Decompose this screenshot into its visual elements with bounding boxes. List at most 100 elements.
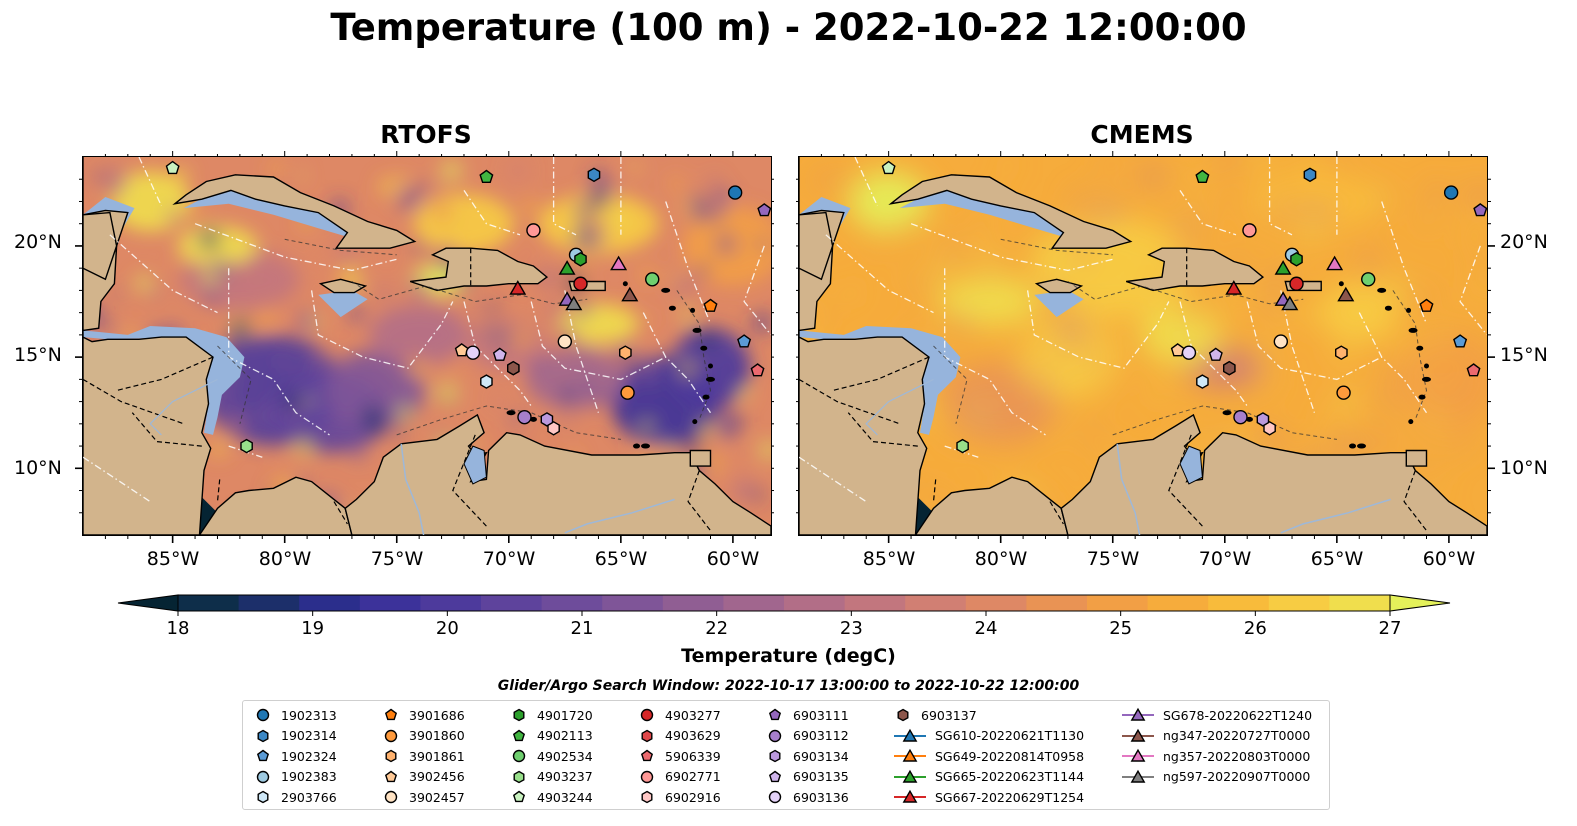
hexagon-marker-icon bbox=[641, 790, 653, 804]
marker-ng357-20220803t0000 bbox=[1326, 255, 1344, 271]
map-canvas-cmems bbox=[799, 157, 1487, 535]
legend-item: 6903137 bbox=[893, 705, 977, 725]
legend-item: 5906339 bbox=[637, 746, 721, 766]
legend-item: 4903277 bbox=[637, 705, 721, 725]
circle-marker-icon bbox=[384, 729, 398, 742]
lat-label-20n-right: 20°N bbox=[1500, 231, 1548, 253]
legend-item-label: 4902534 bbox=[537, 748, 593, 764]
legend-item: 6902916 bbox=[637, 787, 721, 807]
legend-item: 4903237 bbox=[509, 767, 593, 787]
lat-label-15n-left: 15°N bbox=[14, 344, 62, 366]
map-panel-rtofs[interactable] bbox=[82, 156, 772, 536]
legend-marker bbox=[1130, 748, 1146, 762]
marker-6903136 bbox=[1181, 345, 1197, 360]
marker-6903136 bbox=[465, 345, 481, 360]
marker-4902534 bbox=[645, 272, 660, 287]
marker-3901861 bbox=[1335, 345, 1348, 361]
legend-marker bbox=[641, 790, 653, 804]
legend-item-label: 2903766 bbox=[281, 789, 337, 805]
lon-label-75w-left: 75°W bbox=[370, 548, 424, 570]
lon-label-80w-left: 80°W bbox=[258, 548, 312, 570]
legend-marker bbox=[768, 790, 782, 804]
marker-6903112 bbox=[1233, 409, 1248, 425]
legend-marker bbox=[640, 770, 654, 783]
marker-1902324 bbox=[737, 334, 752, 348]
marker-4903237 bbox=[956, 438, 969, 454]
legend-marker bbox=[640, 708, 654, 722]
legend-item: 1902313 bbox=[253, 705, 337, 725]
legend-item: 4902113 bbox=[509, 726, 593, 746]
lon-label-65w-left: 65°W bbox=[594, 548, 648, 570]
legend-item-label: 1902314 bbox=[281, 728, 337, 743]
legend-item-label: 3902457 bbox=[409, 789, 465, 805]
marker-3901686 bbox=[703, 298, 718, 312]
lon-label-65w-right: 65°W bbox=[1310, 548, 1364, 570]
legend-marker bbox=[902, 748, 918, 762]
circle-marker-icon bbox=[640, 708, 654, 722]
legend-marker bbox=[768, 770, 782, 782]
circle-marker-icon bbox=[256, 708, 270, 722]
legend-item-label: 6902916 bbox=[665, 789, 721, 805]
legend-item: 6903136 bbox=[765, 787, 849, 807]
marker-1902314 bbox=[587, 167, 601, 183]
colorbar bbox=[117, 594, 1451, 616]
legend-marker bbox=[256, 749, 270, 762]
marker-1902313 bbox=[1443, 185, 1459, 200]
marker-4902113 bbox=[479, 169, 494, 183]
legend-marker bbox=[385, 749, 397, 763]
legend-item-label: 1902313 bbox=[281, 707, 337, 723]
legend-item-label: 3901861 bbox=[409, 748, 465, 764]
legend-item-label: 4903244 bbox=[537, 789, 593, 805]
map-panel-cmems[interactable] bbox=[798, 156, 1488, 536]
pentagon-marker-icon bbox=[512, 729, 526, 741]
triangle-marker-icon bbox=[894, 728, 926, 742]
colorbar-tick-label: 19 bbox=[301, 618, 325, 639]
circle-marker-icon bbox=[384, 790, 398, 804]
legend-marker bbox=[902, 728, 918, 742]
marker-2903766 bbox=[1196, 374, 1209, 389]
legend-item: 3901861 bbox=[381, 746, 465, 766]
legend-marker bbox=[902, 789, 918, 803]
legend-item-label: SG667-20220629T1254 bbox=[935, 789, 1085, 805]
legend-item-label: 6903134 bbox=[793, 748, 849, 764]
marker-3901861 bbox=[619, 345, 632, 361]
legend-marker bbox=[384, 729, 398, 742]
legend-item-label: SG665-20220623T1144 bbox=[935, 769, 1085, 784]
legend-item-label: ng347-20220727T0000 bbox=[1163, 728, 1311, 743]
triangle-marker-icon bbox=[894, 789, 926, 803]
marker-ng597-20220907t0000 bbox=[1281, 295, 1299, 311]
triangle-marker-icon bbox=[894, 748, 926, 762]
legend-marker bbox=[1130, 728, 1146, 742]
marker-6902771 bbox=[1242, 223, 1257, 238]
legend-marker bbox=[902, 769, 918, 783]
marker-3901860 bbox=[620, 385, 635, 400]
legend-marker bbox=[1130, 707, 1146, 721]
legend-item: 4901720 bbox=[509, 705, 593, 725]
legend-item-label: 1902383 bbox=[281, 769, 337, 784]
legend-item-label: 4902113 bbox=[537, 728, 593, 743]
hexagon-marker-icon bbox=[769, 749, 781, 763]
legend-marker bbox=[897, 708, 909, 722]
legend-marker bbox=[256, 770, 270, 783]
marker-5906339 bbox=[750, 363, 765, 377]
marker-6903135 bbox=[1208, 347, 1223, 361]
legend: 1902313 1902314 1902324 1902383 2903766 39016… bbox=[242, 700, 1330, 810]
marker-6902771 bbox=[526, 223, 541, 238]
colorbar-tick-label: 23 bbox=[839, 618, 863, 639]
legend-marker bbox=[640, 749, 654, 762]
legend-item: 6903135 bbox=[765, 767, 849, 787]
triangle-marker-icon bbox=[1122, 748, 1154, 762]
marker-4903237 bbox=[240, 438, 253, 454]
legend-marker bbox=[512, 749, 526, 763]
marker-sg665-20220623t1144 bbox=[558, 260, 576, 275]
legend-item: 6902771 bbox=[637, 767, 721, 787]
marker-6903135 bbox=[492, 347, 507, 361]
lat-label-20n-left: 20°N bbox=[14, 231, 62, 253]
legend-item: ng347-20220727T0000 bbox=[1121, 726, 1310, 746]
legend-item: SG649-20220814T0958 bbox=[893, 746, 1084, 766]
legend-marker bbox=[257, 729, 269, 742]
colorbar-tick-label: 22 bbox=[705, 618, 729, 639]
lon-label-60w-right: 60°W bbox=[1422, 548, 1476, 570]
legend-item: 6903134 bbox=[765, 746, 849, 766]
legend-marker bbox=[513, 770, 525, 783]
